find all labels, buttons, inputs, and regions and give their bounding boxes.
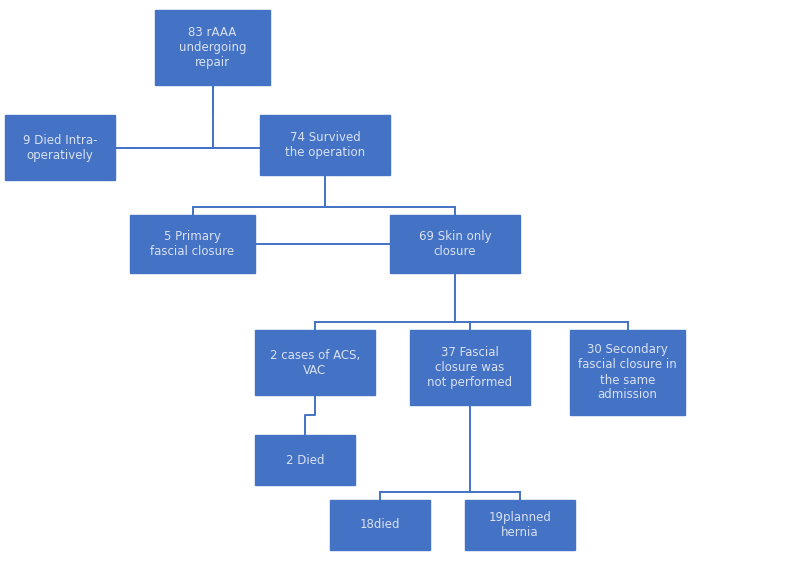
FancyBboxPatch shape (410, 330, 530, 405)
FancyBboxPatch shape (260, 115, 390, 175)
FancyBboxPatch shape (130, 215, 255, 273)
FancyBboxPatch shape (155, 10, 270, 85)
FancyBboxPatch shape (465, 500, 575, 550)
Text: 69 Skin only
closure: 69 Skin only closure (418, 230, 491, 258)
FancyBboxPatch shape (390, 215, 520, 273)
Text: 37 Fascial
closure was
not performed: 37 Fascial closure was not performed (427, 346, 513, 389)
Text: 9 Died Intra-
operatively: 9 Died Intra- operatively (22, 134, 98, 161)
FancyBboxPatch shape (570, 330, 685, 415)
Text: 19planned
hernia: 19planned hernia (489, 511, 551, 539)
Text: 30 Secondary
fascial closure in
the same
admission: 30 Secondary fascial closure in the same… (578, 344, 677, 401)
Text: 2 cases of ACS,
VAC: 2 cases of ACS, VAC (270, 349, 360, 376)
Text: 5 Primary
fascial closure: 5 Primary fascial closure (150, 230, 234, 258)
FancyBboxPatch shape (5, 115, 115, 180)
FancyBboxPatch shape (255, 435, 355, 485)
FancyBboxPatch shape (255, 330, 375, 395)
Text: 18died: 18died (360, 518, 400, 531)
Text: 74 Survived
the operation: 74 Survived the operation (285, 131, 365, 159)
Text: 2 Died: 2 Died (286, 453, 324, 466)
FancyBboxPatch shape (330, 500, 430, 550)
Text: 83 rAAA
undergoing
repair: 83 rAAA undergoing repair (178, 26, 246, 69)
